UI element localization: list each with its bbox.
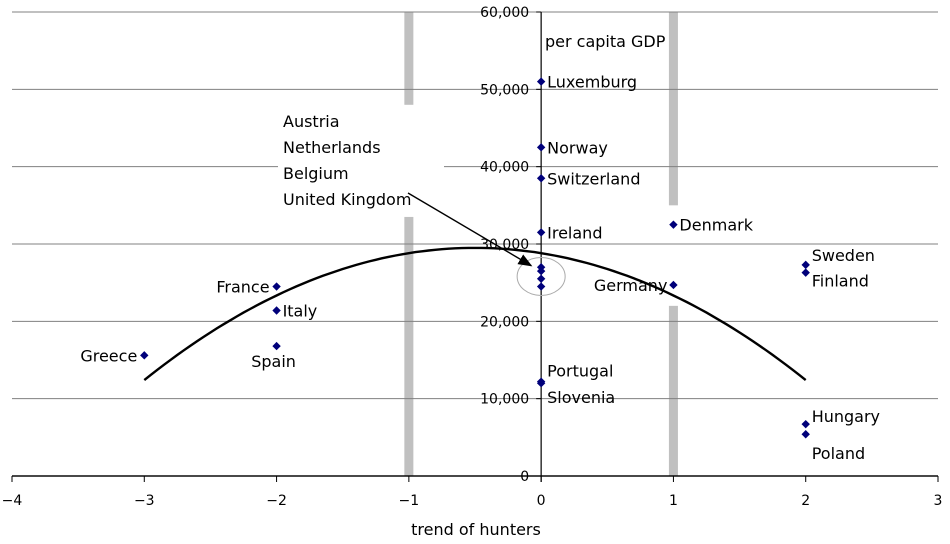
y-tick-label: 20,000 bbox=[480, 314, 529, 330]
data-label: Norway bbox=[547, 138, 608, 157]
y-tick-label: 10,000 bbox=[480, 392, 529, 408]
data-point bbox=[801, 260, 810, 270]
x-tick-label: −1 bbox=[399, 493, 420, 509]
y-tick-label: 60,000 bbox=[480, 5, 529, 21]
data-labels: Luxemburg Norway Switzerland Ireland Portuga… bbox=[80, 73, 880, 464]
x-tick-label: −3 bbox=[134, 493, 155, 509]
data-label: Finland bbox=[812, 272, 869, 291]
x-tick-label: 2 bbox=[801, 493, 810, 509]
data-markers bbox=[140, 77, 810, 439]
gray-band bbox=[404, 216, 414, 476]
data-point bbox=[536, 282, 546, 291]
y-tick-label: 50,000 bbox=[480, 82, 529, 98]
data-label: Portugal bbox=[547, 362, 613, 381]
x-tick-label: 1 bbox=[669, 493, 678, 509]
data-point bbox=[536, 77, 546, 86]
data-point bbox=[272, 306, 281, 315]
annotation-arrow bbox=[407, 192, 533, 267]
data-label: France bbox=[216, 278, 269, 297]
y-tick-label: 40,000 bbox=[480, 160, 529, 176]
annotation-line: Austria bbox=[283, 112, 340, 131]
data-point bbox=[536, 266, 546, 276]
data-label: Sweden bbox=[812, 246, 875, 265]
gray-band bbox=[668, 12, 678, 206]
x-tick-labels: −4 −3 −2 −1 0 1 2 3 bbox=[2, 493, 943, 509]
x-tick-label: 0 bbox=[537, 493, 546, 509]
trend-curve bbox=[143, 246, 807, 382]
gray-band bbox=[668, 305, 678, 476]
data-label: Hungary bbox=[812, 407, 880, 426]
y-axis-label: per capita GDP bbox=[545, 32, 666, 51]
x-tick-label: −4 bbox=[2, 493, 23, 509]
data-point bbox=[801, 419, 810, 429]
data-point bbox=[536, 228, 546, 237]
data-point bbox=[669, 280, 678, 290]
x-tick-label: 3 bbox=[934, 493, 943, 509]
data-label: Germany bbox=[594, 276, 668, 295]
data-label: Slovenia bbox=[547, 388, 615, 407]
data-label: Ireland bbox=[547, 223, 602, 242]
data-label: Denmark bbox=[679, 216, 753, 235]
data-point bbox=[536, 379, 546, 388]
data-point bbox=[536, 174, 546, 183]
data-point bbox=[272, 341, 281, 351]
data-point bbox=[140, 351, 149, 360]
x-axis-label: trend of hunters bbox=[411, 520, 541, 539]
data-point bbox=[669, 220, 678, 229]
data-label: Poland bbox=[812, 444, 865, 463]
gray-band bbox=[404, 12, 414, 105]
data-label: Italy bbox=[283, 302, 318, 321]
annotation-text: Austria Netherlands Belgium United Kingdom bbox=[283, 112, 411, 209]
data-label: Greece bbox=[80, 346, 137, 365]
horizontal-gridlines bbox=[12, 11, 938, 477]
highlight-ellipse bbox=[516, 256, 566, 296]
data-label: Switzerland bbox=[547, 169, 640, 188]
data-point bbox=[272, 282, 281, 291]
data-point bbox=[801, 430, 810, 439]
annotation-line: Belgium bbox=[283, 164, 349, 183]
data-label: Spain bbox=[251, 352, 296, 371]
data-point bbox=[536, 274, 546, 283]
annotation-line: Netherlands bbox=[283, 138, 381, 157]
x-tick-label: −2 bbox=[266, 493, 287, 509]
data-point bbox=[801, 268, 810, 277]
gray-bands bbox=[404, 12, 678, 476]
data-point bbox=[536, 143, 546, 152]
y-tick-label: 0 bbox=[520, 469, 529, 485]
annotation-line: United Kingdom bbox=[283, 190, 411, 209]
data-label: Luxemburg bbox=[547, 73, 637, 92]
